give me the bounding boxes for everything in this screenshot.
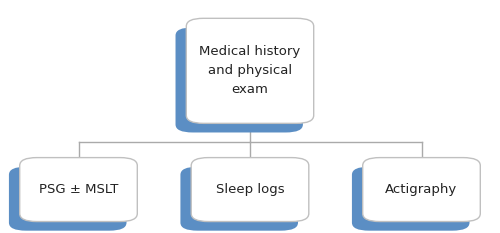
- FancyBboxPatch shape: [352, 167, 470, 231]
- Text: PSG ± MSLT: PSG ± MSLT: [39, 183, 118, 196]
- FancyBboxPatch shape: [20, 158, 138, 222]
- Text: Medical history
and physical
exam: Medical history and physical exam: [200, 45, 300, 96]
- FancyBboxPatch shape: [191, 158, 309, 222]
- FancyBboxPatch shape: [9, 167, 127, 231]
- Text: Actigraphy: Actigraphy: [386, 183, 458, 196]
- FancyBboxPatch shape: [176, 27, 303, 133]
- FancyBboxPatch shape: [362, 158, 480, 222]
- FancyBboxPatch shape: [186, 18, 314, 123]
- FancyBboxPatch shape: [180, 167, 298, 231]
- Text: Sleep logs: Sleep logs: [216, 183, 284, 196]
